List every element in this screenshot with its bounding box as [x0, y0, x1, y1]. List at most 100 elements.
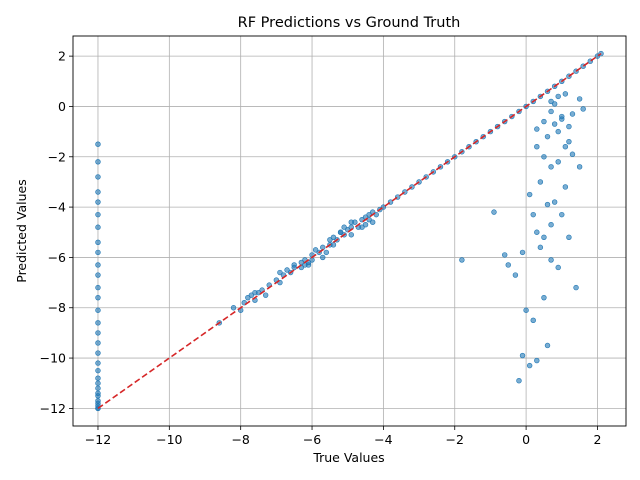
- scatter-point: [526, 362, 533, 369]
- scatter-point: [548, 108, 554, 115]
- scatter-point: [95, 272, 101, 278]
- scatter-point: [330, 234, 337, 240]
- y-tick-label: −10: [40, 351, 66, 366]
- scatter-point: [516, 378, 522, 384]
- scatter-point: [559, 116, 565, 122]
- scatter-point: [369, 219, 376, 225]
- scatter-point: [548, 98, 554, 105]
- y-tick-label: −6: [48, 250, 66, 265]
- scatter-point: [562, 184, 569, 190]
- scatter-point: [262, 292, 269, 298]
- identity-reference-line: [97, 52, 602, 410]
- x-tick-label: −12: [85, 432, 111, 447]
- scatter-point: [555, 93, 561, 100]
- y-tick-label: −2: [48, 149, 66, 164]
- y-tick-label: 0: [58, 99, 66, 114]
- scatter-point: [541, 294, 547, 301]
- scatter-point: [348, 232, 354, 238]
- scatter-point: [95, 340, 101, 346]
- scatter-point: [576, 164, 583, 170]
- scatter-point: [576, 96, 583, 102]
- y-tick-label: 2: [58, 49, 66, 64]
- scatter-point: [95, 262, 101, 268]
- scatter-point: [551, 121, 558, 127]
- scatter-point: [95, 249, 101, 256]
- scatter-point: [512, 272, 519, 278]
- scatter-point: [534, 229, 540, 235]
- scatter-point: [95, 284, 101, 291]
- scatter-point: [544, 201, 551, 208]
- scatter-point: [95, 159, 101, 165]
- x-axis-label: True Values: [312, 450, 384, 465]
- scatter-point: [530, 211, 536, 218]
- scatter-point: [95, 141, 101, 147]
- scatter-point: [544, 133, 551, 140]
- scatter-point: [548, 222, 554, 228]
- scatter-point: [569, 151, 576, 157]
- scatter-point: [95, 360, 101, 366]
- scatter-point: [580, 106, 586, 112]
- scatter-point: [530, 317, 536, 324]
- scatter-point: [505, 262, 511, 268]
- scatter-point: [95, 211, 101, 218]
- scatter-point: [337, 229, 344, 235]
- scatter-point: [519, 249, 526, 256]
- y-tick-label: −8: [48, 300, 66, 315]
- x-tick-label: −2: [446, 432, 464, 447]
- scatter-point: [502, 252, 508, 258]
- scatter-point: [95, 174, 101, 180]
- scatter-point: [95, 189, 101, 195]
- reference-line-group: [97, 52, 602, 410]
- scatter-point: [323, 249, 330, 256]
- scatter-point: [555, 159, 561, 165]
- scatter-point: [95, 307, 101, 313]
- plot-frame: [72, 35, 627, 427]
- scatter-point: [348, 219, 354, 225]
- scatter-point: [541, 234, 547, 240]
- chart-title: RF Predictions vs Ground Truth: [238, 15, 461, 31]
- scatter-point: [95, 375, 101, 381]
- x-axis-ticks: −12 −10 −8 −6 −4 −2 0 2: [85, 426, 601, 447]
- scatter-point: [555, 264, 561, 271]
- scatter-point: [291, 262, 297, 268]
- scatter-point: [559, 211, 565, 218]
- x-tick-label: −4: [374, 432, 392, 447]
- scatter-point: [548, 164, 554, 170]
- scatter-point: [562, 144, 569, 150]
- scatter-point: [341, 224, 347, 230]
- scatter-point: [459, 257, 465, 263]
- scatter-point: [362, 222, 369, 228]
- y-tick-label: −12: [40, 401, 66, 416]
- scatter-point: [95, 367, 101, 374]
- scatter-point: [573, 284, 579, 291]
- scatter-point: [534, 126, 540, 132]
- scatter-point: [566, 123, 572, 130]
- scatter-point: [548, 257, 554, 263]
- scatter-point: [566, 138, 572, 145]
- x-tick-label: −8: [231, 432, 249, 447]
- scatter-point: [95, 350, 101, 356]
- x-tick-label: −6: [303, 432, 321, 447]
- scatter-point: [551, 101, 558, 107]
- y-axis-ticks: −12 −10 −8 −6 −4 −2 0 2: [40, 49, 73, 416]
- scatter-point: [359, 224, 365, 230]
- scatter-point: [555, 128, 561, 135]
- scatter-point: [284, 267, 290, 273]
- scatter-point: [95, 224, 101, 230]
- y-tick-label: −4: [48, 200, 66, 215]
- scatter-point: [566, 234, 572, 240]
- scatter-point: [252, 289, 258, 296]
- scatter-point: [327, 237, 333, 243]
- scatter-point: [330, 242, 337, 248]
- scatter-point: [541, 154, 547, 160]
- scatter-point: [537, 179, 544, 185]
- scatter-point: [95, 239, 101, 246]
- scatter-point: [320, 254, 326, 261]
- scatter-point: [230, 305, 237, 311]
- scatter-point: [95, 385, 101, 391]
- scatter-point: [277, 269, 283, 276]
- x-tick-label: 2: [593, 432, 601, 447]
- scatter-point: [537, 244, 544, 251]
